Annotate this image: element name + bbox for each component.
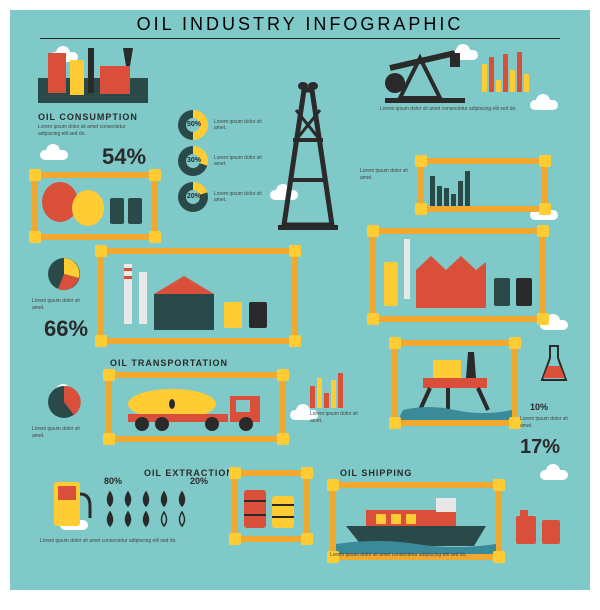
factory-icon bbox=[376, 234, 540, 316]
bar bbox=[324, 393, 329, 408]
frame-midbars bbox=[418, 158, 548, 212]
derrick-icon bbox=[268, 80, 348, 230]
refinery2-icon bbox=[104, 254, 292, 338]
frame-truck bbox=[106, 372, 286, 442]
donut-text: Lorem ipsum dolor sit amet. bbox=[214, 119, 266, 132]
bar bbox=[524, 74, 529, 92]
bars-top bbox=[482, 52, 529, 92]
shipping-label: OIL SHIPPING bbox=[340, 468, 412, 478]
extract-80: 80% bbox=[104, 476, 122, 486]
donut-chart: 30% bbox=[178, 146, 208, 176]
platform-pct: 10% bbox=[530, 402, 548, 412]
pie1-icon bbox=[46, 256, 82, 292]
bar bbox=[465, 171, 470, 206]
consumption-label: OIL CONSUMPTION bbox=[38, 112, 148, 122]
bar bbox=[338, 373, 343, 408]
bar bbox=[437, 186, 442, 206]
bar bbox=[451, 194, 456, 206]
title-underline bbox=[40, 38, 560, 39]
bar bbox=[458, 181, 463, 206]
donuts-column: 50% Lorem ipsum dolor sit amet. 30% Lorem i… bbox=[178, 110, 266, 218]
donut-text: Lorem ipsum dolor sit amet. bbox=[214, 191, 266, 204]
platform-text: Lorem ipsum dolor sit amet. bbox=[520, 416, 574, 429]
truck-icon bbox=[112, 378, 280, 436]
bar bbox=[317, 378, 322, 408]
bar bbox=[482, 64, 487, 92]
shipping-pct: 17% bbox=[520, 436, 560, 459]
bar bbox=[510, 70, 515, 92]
bar bbox=[489, 57, 494, 92]
topright-text: Lorem ipsum dolor sit amet consectetur a… bbox=[380, 106, 550, 113]
bar bbox=[503, 54, 508, 92]
pumpjack-icon bbox=[380, 48, 470, 108]
infographic-canvas: OIL INDUSTRY INFOGRAPHIC OIL CONSUMPTION… bbox=[10, 10, 590, 590]
frame-ship bbox=[330, 482, 502, 560]
frame-factory bbox=[370, 228, 546, 322]
extract-label: OIL EXTRACTION bbox=[144, 468, 234, 478]
shipping-text: Lorem ipsum dolor sit amet consectetur a… bbox=[330, 552, 560, 559]
cloud-icon bbox=[540, 470, 568, 480]
tanks-icon bbox=[38, 178, 152, 234]
bar bbox=[331, 380, 336, 408]
consumption-block: OIL CONSUMPTION Lorem ipsum dolor sit am… bbox=[38, 48, 148, 137]
consumption-text: Lorem ipsum dolor sit amet consectetur a… bbox=[38, 124, 148, 137]
bar bbox=[310, 386, 315, 408]
pie2-icon bbox=[46, 384, 82, 420]
flask-icon bbox=[540, 344, 568, 384]
refinery-pct: 66% bbox=[44, 316, 88, 342]
frame-barrels bbox=[232, 470, 310, 542]
cloud-icon bbox=[40, 150, 68, 160]
main-title: OIL INDUSTRY INFOGRAPHIC bbox=[10, 14, 590, 35]
bars-transport: Lorem ipsum dolor sit amet. bbox=[310, 360, 370, 424]
consumption-pct: 54% bbox=[102, 144, 146, 170]
frame-tanks bbox=[32, 172, 158, 240]
donut-chart: 20% bbox=[178, 182, 208, 212]
bar bbox=[430, 176, 435, 206]
frame-platform bbox=[392, 340, 518, 426]
barrels-icon bbox=[238, 476, 304, 536]
ship-icon bbox=[336, 488, 496, 554]
platform-icon bbox=[398, 346, 512, 420]
donut-text: Lorem ipsum dolor sit amet. bbox=[214, 155, 266, 168]
frame-refinery bbox=[98, 248, 298, 344]
pie2-text: Lorem ipsum dolor sit amet. bbox=[32, 426, 92, 439]
drops-icon bbox=[104, 490, 204, 530]
donut-chart: 50% bbox=[178, 110, 208, 140]
midbars-text: Lorem ipsum dolor sit amet. bbox=[360, 168, 410, 181]
jerrycan-icon bbox=[514, 508, 564, 548]
bar bbox=[517, 52, 522, 92]
bar bbox=[496, 80, 501, 92]
refinery-icon bbox=[38, 48, 148, 103]
transport-label: OIL TRANSPORTATION bbox=[110, 358, 228, 368]
extract-text: Lorem ipsum dolor sit amet consectetur a… bbox=[40, 538, 210, 545]
gaspump-icon bbox=[50, 478, 92, 530]
pie1-text: Lorem ipsum dolor sit amet. bbox=[32, 298, 92, 311]
bar bbox=[444, 188, 449, 206]
